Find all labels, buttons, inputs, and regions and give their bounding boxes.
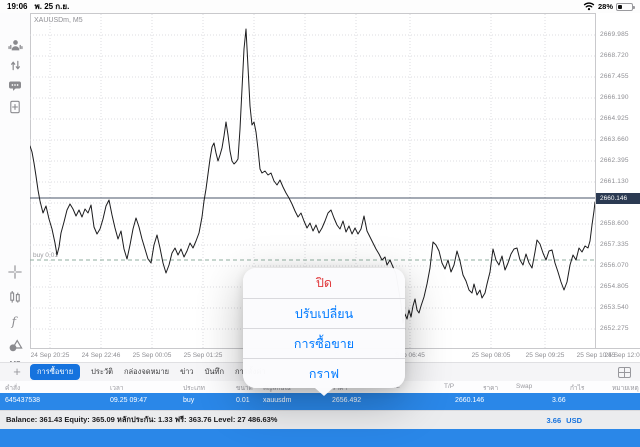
battery-icon — [616, 2, 635, 11]
trader-audio-icon[interactable] — [0, 38, 30, 53]
svg-text:f: f — [11, 315, 19, 329]
price-tick: 2654.805 — [600, 283, 629, 290]
price-tick: 2666.190 — [600, 94, 629, 101]
tab-1[interactable]: ประวัติ — [91, 367, 114, 376]
status-bar: 19:06 พ. 25 ก.ย. 28% — [0, 0, 640, 13]
time-tick: 25 Sep 01:25 — [183, 352, 223, 359]
context-menu: ปิดปรับเปลี่ยน การซื้อขาย กราฟ — [243, 268, 405, 396]
column-header: คำสั่ง — [5, 385, 21, 392]
position-open-label: buy 0.01 — [33, 252, 58, 259]
account-summary-text: Balance: 361.43 Equity: 365.09 หลักประกั… — [6, 415, 278, 424]
column-header: ขนาด — [236, 385, 253, 392]
column-header: ประเภท — [183, 385, 205, 392]
row-cell: 645437538 — [5, 397, 41, 404]
price-tick: 2667.455 — [600, 73, 629, 80]
objects-icon[interactable] — [0, 339, 30, 353]
total-profit-currency: USD — [566, 415, 582, 425]
total-profit: 3.66 USD — [547, 416, 582, 425]
price-tick: 2658.600 — [600, 220, 629, 227]
column-header: กำไร — [570, 385, 585, 392]
battery-percent: 28% — [597, 2, 613, 11]
account-summary-bar: Balance: 361.43 Equity: 365.09 หลักประกั… — [0, 410, 640, 429]
column-header: T/P — [444, 383, 455, 390]
function-icon[interactable]: f — [0, 314, 30, 329]
tab-4[interactable]: บันทึก — [204, 367, 225, 376]
price-tick: 2652.275 — [600, 325, 629, 332]
left-toolbar: f M5 — [0, 13, 30, 369]
layout-panes-icon[interactable] — [618, 366, 631, 378]
time-tick: 24 Sep 22:46 — [81, 352, 121, 359]
time-tick: 25 Sep 08:05 — [471, 352, 511, 359]
price-tick: 2663.660 — [600, 136, 629, 143]
crosshair-icon[interactable] — [0, 265, 30, 279]
context-menu-tail — [315, 388, 333, 396]
time-tick: 25 Sep 12:05 — [604, 352, 640, 359]
time-tick: Sep 06:45 — [395, 352, 425, 359]
price-tick: 2656.070 — [600, 262, 629, 269]
row-cell: 09.25 09:47 — [110, 397, 147, 404]
price-series — [30, 28, 595, 324]
column-header: ราคา — [332, 385, 348, 392]
row-cell: 3.66 — [552, 397, 566, 404]
context-menu-item-0[interactable]: ปิด — [315, 276, 333, 290]
tab-2[interactable]: กล่องจดหมาย — [124, 367, 170, 376]
row-cell: 2656.492 — [332, 397, 362, 404]
tab-3[interactable]: ข่าว — [180, 367, 194, 376]
row-cell: xauusdm — [263, 397, 292, 404]
new-order-icon[interactable] — [0, 100, 30, 114]
current-price-tag: 2660.146 — [596, 193, 640, 204]
price-tick: 2664.925 — [600, 115, 629, 122]
tab-trade[interactable]: การซื้อขาย — [30, 364, 81, 380]
time-tick: 24 Sep 20:25 — [30, 352, 70, 359]
price-tick: 2657.335 — [600, 241, 629, 248]
column-header: เวลา — [110, 385, 124, 392]
context-menu-item-1[interactable]: ปรับเปลี่ยน — [243, 298, 405, 328]
time-tick: 25 Sep 09:25 — [525, 352, 565, 359]
price-tick: 2653.540 — [600, 304, 629, 311]
chat-icon[interactable] — [0, 79, 30, 93]
price-tick: 2662.395 — [600, 157, 629, 164]
column-header: หมายเหตุ — [612, 385, 639, 392]
price-tick: 2669.985 — [600, 31, 629, 38]
row-cell: 2660.146 — [455, 397, 485, 404]
clock: 19:06 — [7, 2, 28, 11]
row-cell: 0.01 — [236, 397, 250, 404]
chart-symbol-label: XAUUSDm, M5 — [34, 17, 83, 24]
total-profit-value: 3.66 — [546, 415, 562, 425]
swap-arrows-icon[interactable] — [0, 59, 30, 72]
status-date: พ. 25 ก.ย. — [34, 2, 70, 11]
time-tick: 25 Sep 10:45 — [576, 352, 616, 359]
position-row[interactable]: 645437538 09.25 09:47 buy 0.01 xauusdm 2656.4… — [0, 393, 640, 410]
candlestick-icon[interactable] — [0, 290, 30, 304]
wifi-icon — [583, 1, 595, 13]
column-header: ราคา — [483, 385, 499, 392]
price-tick: 2661.130 — [600, 178, 629, 185]
price-axis[interactable]: 2669.985 2668.720 2667.455 2666.190 2664.925… — [595, 13, 640, 348]
time-tick: 25 Sep 00:05 — [132, 352, 172, 359]
add-tab-button[interactable]: + — [13, 364, 21, 379]
context-menu-item-2[interactable]: การซื้อขาย — [243, 328, 405, 358]
context-menu-item-3[interactable]: กราฟ — [243, 358, 405, 388]
row-cell: buy — [183, 397, 195, 404]
bottom-selected-row[interactable] — [0, 429, 640, 447]
column-header: สัญลักษณ์ — [263, 385, 291, 392]
price-tick: 2668.720 — [600, 52, 629, 59]
column-header: Swap — [516, 383, 533, 390]
